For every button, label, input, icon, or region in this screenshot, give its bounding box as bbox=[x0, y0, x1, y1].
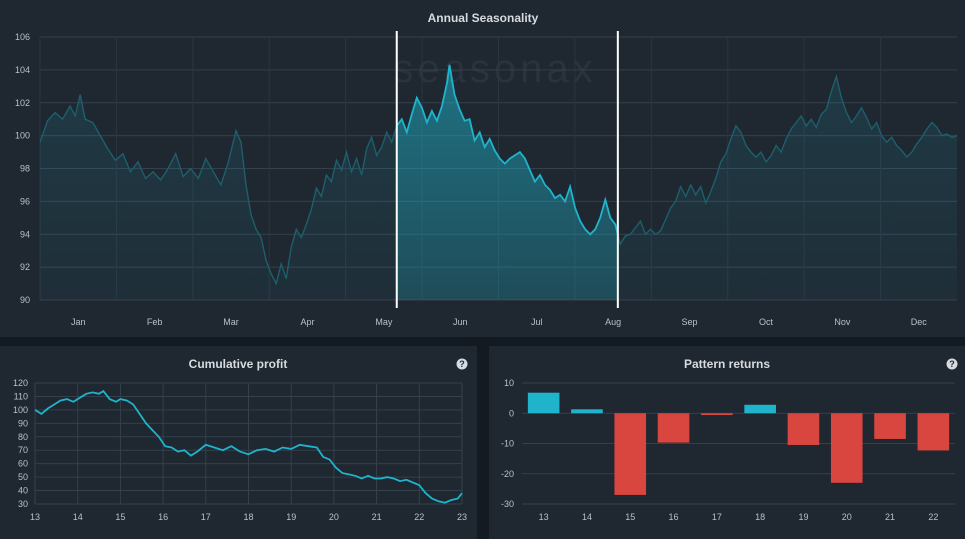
season-x-label-Nov: Nov bbox=[834, 317, 851, 327]
cumulative-profit-title: Cumulative profit bbox=[189, 357, 288, 371]
annual-seasonality-title: Annual Seasonality bbox=[428, 11, 539, 25]
season-x-label-Jan: Jan bbox=[71, 317, 86, 327]
cum-y-tick-100: 100 bbox=[13, 405, 28, 415]
cum-y-tick-80: 80 bbox=[18, 432, 28, 442]
pattern-bar-19 bbox=[787, 413, 820, 446]
pattern-returns-chart: Pattern returns ? 10 0 -10 -20 -30 13 14 15 16 17… bbox=[501, 357, 958, 522]
season-y-tick-92: 92 bbox=[20, 262, 30, 272]
season-x-label-Dec: Dec bbox=[911, 317, 928, 327]
cum-y-tick-110: 110 bbox=[14, 391, 28, 401]
pat-y-tick--10: -10 bbox=[501, 439, 514, 449]
pattern-bar-20 bbox=[830, 413, 863, 483]
pat-x-tick-14: 14 bbox=[582, 512, 592, 522]
cum-y-tick-50: 50 bbox=[18, 472, 28, 482]
pat-y-tick-0: 0 bbox=[509, 408, 514, 418]
season-y-tick-90: 90 bbox=[20, 295, 30, 305]
pat-x-tick-21: 21 bbox=[885, 512, 895, 522]
pattern-returns-panel: Pattern returns ? 10 0 -10 -20 -30 13 14 15 16 17… bbox=[489, 346, 965, 539]
pat-x-tick-13: 13 bbox=[539, 512, 549, 522]
cum-x-tick-23: 23 bbox=[457, 512, 467, 522]
season-x-label-Jun: Jun bbox=[453, 317, 468, 327]
season-y-tick-94: 94 bbox=[20, 229, 30, 239]
cumulative-profit-panel: Cumulative profit ? 30 40 50 60 70 80 90 100 110… bbox=[0, 346, 477, 539]
season-x-label-May: May bbox=[375, 317, 393, 327]
pattern-bar-17 bbox=[701, 413, 733, 416]
season-y-tick-100: 100 bbox=[15, 131, 30, 141]
watermark-logo: seasonax bbox=[393, 47, 596, 91]
season-x-label-Mar: Mar bbox=[223, 317, 239, 327]
cumulative-profit-chart: Cumulative profit ? 30 40 50 60 70 80 90 100 110… bbox=[13, 357, 468, 522]
season-x-label-Oct: Oct bbox=[759, 317, 774, 327]
pat-x-tick-15: 15 bbox=[625, 512, 635, 522]
pattern-bar-13 bbox=[527, 392, 560, 414]
pattern-help-icon[interactable]: ? bbox=[946, 358, 958, 370]
pattern-bar-14 bbox=[571, 409, 603, 414]
cum-x-tick-15: 15 bbox=[115, 512, 125, 522]
cum-x-tick-18: 18 bbox=[243, 512, 253, 522]
season-x-label-Aug: Aug bbox=[605, 317, 621, 327]
pattern-bar-16 bbox=[657, 413, 690, 443]
pattern-returns-title: Pattern returns bbox=[684, 357, 770, 371]
pat-x-tick-22: 22 bbox=[928, 512, 938, 522]
pattern-bar-15 bbox=[614, 413, 647, 495]
cum-y-tick-120: 120 bbox=[13, 378, 28, 388]
season-x-label-Apr: Apr bbox=[300, 317, 314, 327]
pattern-bar-22 bbox=[917, 413, 950, 451]
cum-x-tick-14: 14 bbox=[73, 512, 83, 522]
cum-x-tick-17: 17 bbox=[201, 512, 211, 522]
pat-y-tick--20: -20 bbox=[501, 469, 514, 479]
season-y-tick-102: 102 bbox=[15, 98, 30, 108]
annual-seasonality-panel: Annual Seasonality seasonax 90 92 94 96 98 10… bbox=[0, 0, 965, 337]
pat-x-tick-16: 16 bbox=[669, 512, 679, 522]
pat-x-tick-17: 17 bbox=[712, 512, 722, 522]
cum-y-tick-40: 40 bbox=[18, 486, 28, 496]
pattern-bar-18 bbox=[744, 404, 776, 414]
annual-seasonality-chart: Annual Seasonality seasonax 90 92 94 96 98 10… bbox=[15, 11, 958, 327]
cum-x-tick-21: 21 bbox=[372, 512, 382, 522]
cum-y-tick-70: 70 bbox=[18, 445, 28, 455]
season-x-label-Jul: Jul bbox=[531, 317, 543, 327]
season-x-label-Feb: Feb bbox=[147, 317, 163, 327]
season-y-tick-96: 96 bbox=[20, 196, 30, 206]
pat-x-tick-18: 18 bbox=[755, 512, 765, 522]
cum-x-tick-22: 22 bbox=[414, 512, 424, 522]
cum-y-tick-90: 90 bbox=[18, 418, 28, 428]
season-line-highlight bbox=[396, 64, 618, 239]
season-y-tick-106: 106 bbox=[15, 32, 30, 42]
cum-x-tick-13: 13 bbox=[30, 512, 40, 522]
cum-x-tick-19: 19 bbox=[286, 512, 296, 522]
cum-x-tick-16: 16 bbox=[158, 512, 168, 522]
season-y-tick-104: 104 bbox=[15, 65, 30, 75]
season-area-highlight bbox=[396, 64, 618, 300]
cum-y-tick-30: 30 bbox=[18, 499, 28, 509]
pat-x-tick-19: 19 bbox=[798, 512, 808, 522]
pat-y-tick-10: 10 bbox=[504, 378, 514, 388]
pattern-help-glyph: ? bbox=[949, 359, 955, 369]
cum-profit-line bbox=[34, 389, 463, 504]
season-x-label-Sep: Sep bbox=[682, 317, 698, 327]
pat-x-tick-20: 20 bbox=[842, 512, 852, 522]
season-y-tick-98: 98 bbox=[20, 164, 30, 174]
cumulative-help-icon[interactable]: ? bbox=[456, 358, 468, 370]
cum-y-tick-60: 60 bbox=[18, 459, 28, 469]
pat-y-tick--30: -30 bbox=[501, 499, 514, 509]
cum-x-tick-20: 20 bbox=[329, 512, 339, 522]
cumulative-help-glyph: ? bbox=[459, 359, 465, 369]
pattern-bar-21 bbox=[874, 413, 906, 439]
